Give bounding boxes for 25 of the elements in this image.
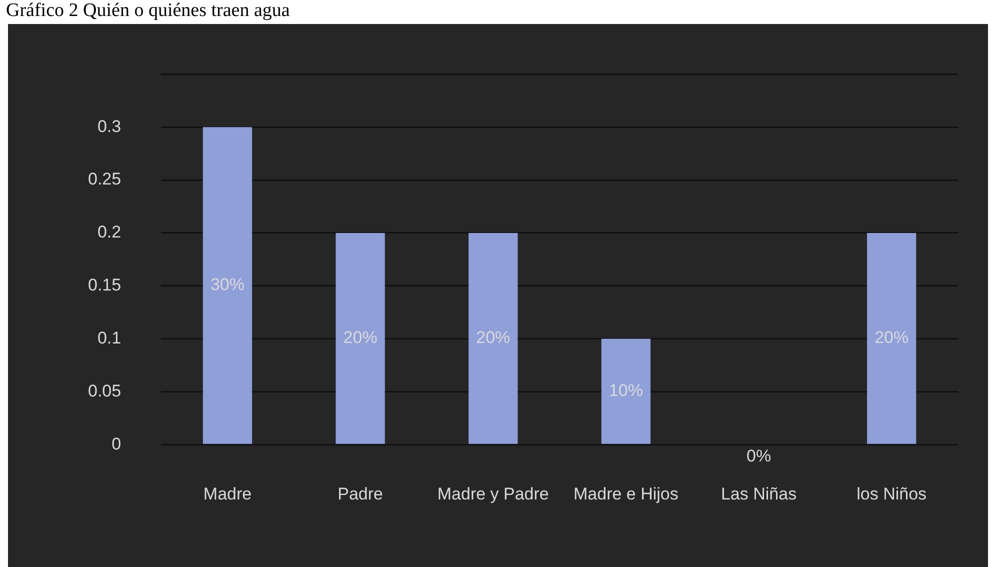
x-tick-label: Padre	[338, 484, 384, 504]
bar	[601, 338, 651, 444]
bar	[468, 232, 518, 444]
y-tick-label: 0.2	[97, 222, 122, 242]
y-tick-label: 0.15	[88, 276, 122, 295]
y-tick-label: 0.05	[88, 381, 122, 400]
x-tick-label: Madre e Hijos	[574, 484, 678, 504]
data-label: 30%	[210, 275, 245, 294]
y-tick-label: 0.25	[88, 170, 122, 189]
data-label: 0%	[746, 446, 772, 466]
x-tick-label: Madre	[203, 484, 252, 504]
x-tick-label: Las Niñas	[720, 484, 797, 504]
data-label: 20%	[874, 328, 909, 348]
x-tick-label: Madre y Padre	[437, 484, 549, 504]
y-tick-label: 0.1	[97, 328, 122, 348]
x-tick-label: los Niños	[856, 484, 927, 504]
data-label: 20%	[343, 328, 378, 348]
data-label: 10%	[608, 381, 643, 400]
y-tick-label: 0	[112, 434, 122, 454]
bar	[867, 232, 916, 444]
bar	[202, 127, 252, 444]
chart-title: Gráfico 2 Quién o quiénes traen agua	[6, 0, 290, 22]
data-label: 20%	[476, 328, 510, 348]
y-tick-label: 0.3	[97, 116, 122, 136]
bar	[336, 232, 385, 444]
